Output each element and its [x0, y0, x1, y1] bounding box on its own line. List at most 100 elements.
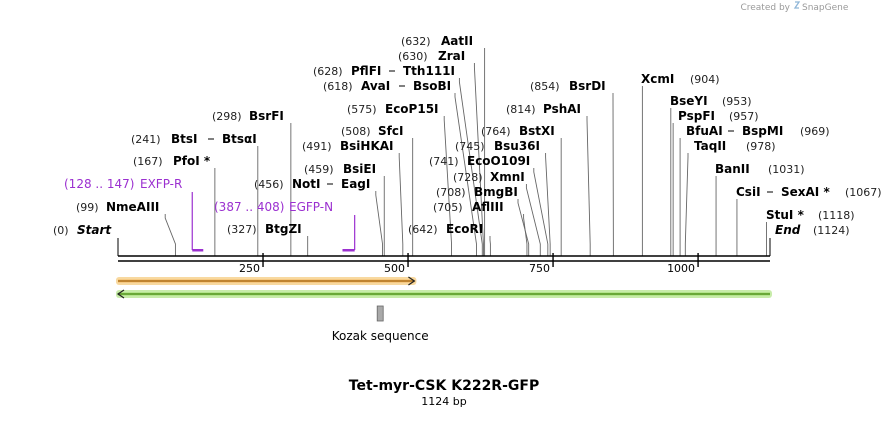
site-position: (814) [506, 103, 536, 116]
site-position: (741) [429, 155, 459, 168]
site-position: (632) [401, 35, 431, 48]
site-leader-nmeaiii [165, 214, 175, 256]
site-position: (630) [398, 50, 428, 63]
site-name: StuI * [766, 208, 805, 222]
site-position: (99) [76, 201, 99, 214]
site-name-alt: BtsαI [222, 132, 257, 146]
site-leader-bsu36i [546, 153, 551, 256]
feature-green-arrow[interactable] [116, 290, 772, 298]
site-name: Start [77, 223, 112, 237]
site-afliii[interactable]: (705) AflIII [433, 200, 504, 214]
site-xcmi[interactable]: XcmI(904) [641, 72, 720, 86]
snapgene-logo-icon [795, 2, 799, 8]
feature-orange-arrow[interactable] [116, 277, 416, 285]
tick-label: 500 [384, 262, 405, 275]
site-btsi[interactable]: (241) BtsI BtsαI [131, 132, 257, 146]
site-zrai[interactable]: (630) ZraI [398, 49, 465, 63]
site-position: (1031) [768, 163, 805, 176]
site-taqii[interactable]: TaqII(978) [694, 139, 776, 153]
site-banii[interactable]: BanII (1031) [715, 162, 805, 176]
feature-kozak[interactable]: Kozak sequence [332, 306, 429, 343]
site-name: PshAI [543, 102, 581, 116]
site-name: BtsI [171, 132, 198, 146]
site-pfoi[interactable]: (167)PfoI * [133, 154, 211, 168]
site-position: (705) [433, 201, 463, 214]
site-bseyi[interactable]: BseYI(953) [670, 94, 752, 108]
site-position: (642) [408, 223, 438, 236]
site-leader-bsihkai [399, 153, 403, 256]
site-ecori[interactable]: (642) EcoRI [408, 222, 483, 236]
credit-brand: SnapGene [802, 3, 849, 13]
tick-label: 750 [529, 262, 550, 275]
site-position: (957) [729, 110, 759, 123]
site-name: BtgZI [265, 222, 302, 236]
site-bsrfi[interactable]: (298)BsrFI [212, 109, 284, 123]
site-bsu36i[interactable]: (745) Bsu36I [455, 139, 540, 153]
site-name: AvaI [361, 79, 390, 93]
site-bsrdi[interactable]: (854)BsrDI [530, 79, 606, 93]
site-bstxi[interactable]: (764) BstXI [481, 124, 555, 138]
site-position: (764) [481, 125, 511, 138]
site-position: (167) [133, 155, 163, 168]
site-btgzi[interactable]: (327) BtgZI [227, 222, 302, 236]
site-ecoo109i[interactable]: (741) EcoO109I [429, 154, 530, 168]
site-end[interactable]: End(1124) [775, 223, 850, 237]
site-name-alt: SexAI * [781, 185, 830, 199]
site-name: BstXI [519, 124, 555, 138]
site-name: PflFI [351, 64, 381, 78]
site-position: (508) [341, 125, 371, 138]
site-position: (241) [131, 133, 161, 146]
site-position: (618) [323, 80, 353, 93]
site-name: BanII [715, 162, 750, 176]
site-avai[interactable]: (618) AvaI BsoBI [323, 79, 451, 93]
site-xmni[interactable]: (728)XmnI [453, 170, 525, 184]
site-name: SfcI [378, 124, 403, 138]
site-aatii[interactable]: (632)AatII [401, 34, 473, 48]
site-name: End [775, 223, 801, 237]
site-leader-ecoo109i [534, 168, 548, 256]
primer-bar [192, 249, 203, 252]
site-bsiei[interactable]: (459)BsiEI [304, 162, 376, 176]
site-name: ZraI [438, 49, 465, 63]
site-leader-noti [376, 191, 383, 256]
site-stui[interactable]: StuI * (1118) [766, 208, 855, 222]
site-position: (327) [227, 223, 257, 236]
site-bmgbi[interactable]: (708)BmgBI [436, 185, 518, 199]
site-name: BsrFI [249, 109, 284, 123]
primer-name: EGFP-N [289, 200, 333, 214]
primer-bar [342, 249, 354, 252]
site-name: BmgBI [474, 185, 518, 199]
site-name: EcoP15I [385, 102, 439, 116]
site-name: EcoRI [446, 222, 483, 236]
site-nmeaiii[interactable]: (99)NmeAIII [76, 200, 159, 214]
primer-range: (128 .. 147) [64, 177, 134, 191]
site-position: (1118) [818, 209, 855, 222]
site-name-alt: BsoBI [413, 79, 451, 93]
site-position: (745) [455, 140, 485, 153]
credit-text: Created by [740, 3, 790, 13]
site-position: (1067) [845, 186, 882, 199]
site-name: BsiHKAI [340, 139, 394, 153]
map-title: Tet-myr-CSK K222R-GFP [349, 378, 539, 394]
site-name-alt: BspMI [742, 124, 783, 138]
site-name: Bsu36I [494, 139, 540, 153]
site-name: BsiEI [343, 162, 376, 176]
site-start[interactable]: (0)Start [53, 223, 112, 237]
site-name: EcoO109I [467, 154, 530, 168]
site-ecop15i[interactable]: (575)EcoP15I [347, 102, 439, 116]
site-name: AflIII [472, 200, 504, 214]
site-bsihkai[interactable]: (491) BsiHKAI [302, 139, 394, 153]
site-pshai[interactable]: (814) PshAI [506, 102, 581, 116]
site-sfci[interactable]: (508) SfcI [341, 124, 403, 138]
site-name-alt: EagI [341, 177, 370, 191]
site-name: PspFI [678, 109, 715, 123]
site-position: (491) [302, 140, 332, 153]
primer-exfp-r[interactable]: (128 .. 147)EXFP-R [64, 177, 203, 252]
site-position: (628) [313, 65, 343, 78]
site-pspfi[interactable]: PspFI (957) [678, 109, 759, 123]
